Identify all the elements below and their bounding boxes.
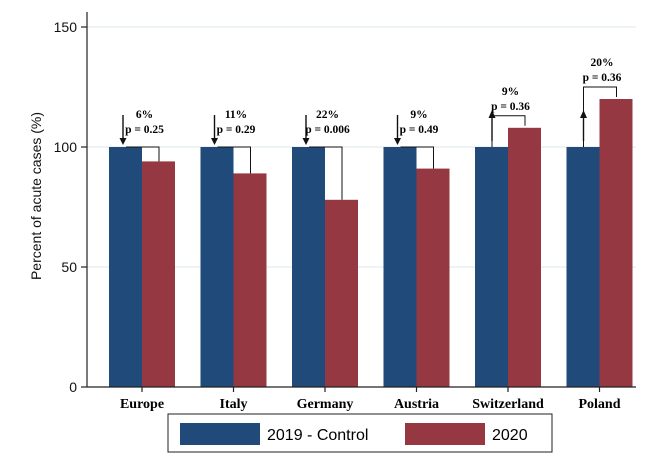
percent-change-italy: 11% <box>225 109 247 121</box>
p-value-europe: p = 0.25 <box>125 124 164 136</box>
percent-change-germany: 22% <box>316 109 339 121</box>
x-tick-label-italy: Italy <box>220 397 248 412</box>
p-value-switzerland: p = 0.36 <box>491 101 530 113</box>
legend-swatch-2020 <box>405 423 485 445</box>
p-value-germany: p = 0.006 <box>305 124 350 136</box>
bar-austria-2020 <box>416 168 450 387</box>
bar-austria-2019-control <box>383 147 417 387</box>
axes: 0 50 100 150 Europe Italy Germany Austria Switze… <box>54 12 636 412</box>
legend-label-2019-control: 2019 - Control <box>267 427 368 444</box>
bracket-austria <box>400 146 434 169</box>
down-arrow-icon-germany <box>302 138 310 145</box>
bar-switzerland-2019-control <box>475 147 508 387</box>
percent-change-poland: 20% <box>591 57 614 69</box>
y-tick-label-0: 0 <box>69 379 77 395</box>
legend: 2019 - Control 2020 <box>167 413 553 453</box>
percent-change-europe: 6% <box>136 109 153 121</box>
x-tick-label-poland: Poland <box>578 397 620 412</box>
bracket-europe <box>126 146 160 162</box>
x-tick-label-europe: Europe <box>120 397 164 412</box>
bar-switzerland-2020 <box>508 127 541 388</box>
annotations: p = 0.25 6% p = 0.29 11% p = 0.006 22% p = 0.4… <box>119 57 622 200</box>
down-arrow-icon-europe <box>119 138 127 145</box>
x-tick-label-germany: Germany <box>297 397 354 412</box>
y-tick-label-150: 150 <box>54 19 78 35</box>
x-tick-label-austria: Austria <box>394 397 439 412</box>
p-value-poland: p = 0.36 <box>583 72 622 84</box>
percent-change-switzerland: 9% <box>502 86 519 98</box>
legend-label-2020: 2020 <box>492 427 528 444</box>
bracket-germany <box>309 146 343 200</box>
x-tick-label-switzerland: Switzerland <box>472 397 544 412</box>
y-tick-label-50: 50 <box>61 259 77 275</box>
down-arrow-icon-italy <box>211 138 218 145</box>
y-axis-label: Percent of acute cases (%) <box>28 112 44 280</box>
bar-europe-2019-control <box>109 147 142 387</box>
up-arrow-icon-poland <box>580 110 587 118</box>
legend-swatch-2019-control <box>180 423 260 445</box>
bracket-italy <box>217 146 251 174</box>
grid-lines <box>87 26 636 268</box>
bar-poland-2019-control <box>566 147 600 387</box>
percent-change-austria: 9% <box>410 109 427 121</box>
bar-italy-2019-control <box>200 147 234 387</box>
bar-italy-2020 <box>233 173 267 387</box>
bars <box>109 99 633 388</box>
p-value-austria: p = 0.49 <box>400 124 439 136</box>
y-tick-label-100: 100 <box>54 139 78 155</box>
bar-poland-2020 <box>599 99 633 387</box>
bar-germany-2019-control <box>292 147 325 387</box>
down-arrow-icon-austria <box>394 138 401 145</box>
up-arrow-icon-switzerland <box>488 110 496 118</box>
p-value-italy: p = 0.29 <box>217 124 256 136</box>
bar-germany-2020 <box>325 199 358 387</box>
bar-europe-2020 <box>142 161 175 387</box>
